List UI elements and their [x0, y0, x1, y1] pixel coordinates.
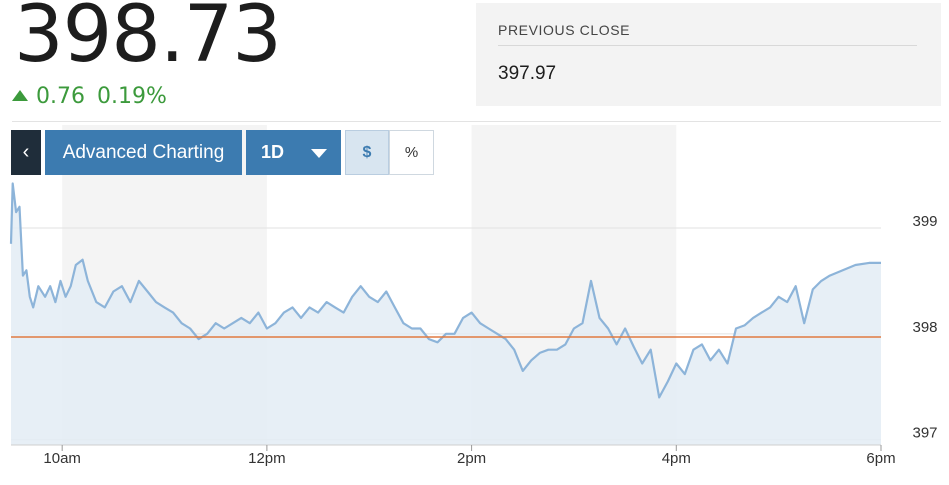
- x-tick-label: 2pm: [457, 450, 486, 467]
- collapse-button[interactable]: ‹: [11, 130, 41, 175]
- chevron-left-icon: ‹: [22, 141, 30, 163]
- dollar-mode-button[interactable]: $: [345, 130, 389, 175]
- change-value: 0.76: [36, 84, 85, 109]
- price-change: 0.76 0.19%: [12, 84, 167, 109]
- header-separator: [12, 121, 941, 122]
- x-tick-label: 10am: [43, 450, 81, 467]
- price-area: [11, 183, 881, 445]
- y-tick-label: 399: [912, 213, 937, 230]
- price-line: [9, 182, 881, 399]
- percent-mode-button[interactable]: %: [389, 130, 434, 175]
- x-tick-label: 4pm: [662, 450, 691, 467]
- y-tick-label: 397: [912, 425, 937, 442]
- change-percent: 0.19%: [96, 84, 167, 109]
- y-tick-label: 398: [912, 319, 937, 336]
- up-triangle-icon: [12, 90, 28, 101]
- x-tick-label: 12pm: [248, 450, 286, 467]
- previous-close-panel: PREVIOUS CLOSE 397.97: [476, 3, 941, 106]
- last-price: 398.73: [14, 0, 282, 80]
- advanced-charting-button[interactable]: Advanced Charting: [45, 130, 242, 175]
- time-range-dropdown[interactable]: 1D: [246, 130, 341, 175]
- x-tick-label: 6pm: [866, 450, 895, 467]
- previous-close-label: PREVIOUS CLOSE: [498, 22, 631, 38]
- caret-down-icon: [311, 149, 327, 158]
- divider: [498, 45, 917, 46]
- time-range-label: 1D: [261, 142, 285, 162]
- previous-close-value: 397.97: [498, 63, 557, 84]
